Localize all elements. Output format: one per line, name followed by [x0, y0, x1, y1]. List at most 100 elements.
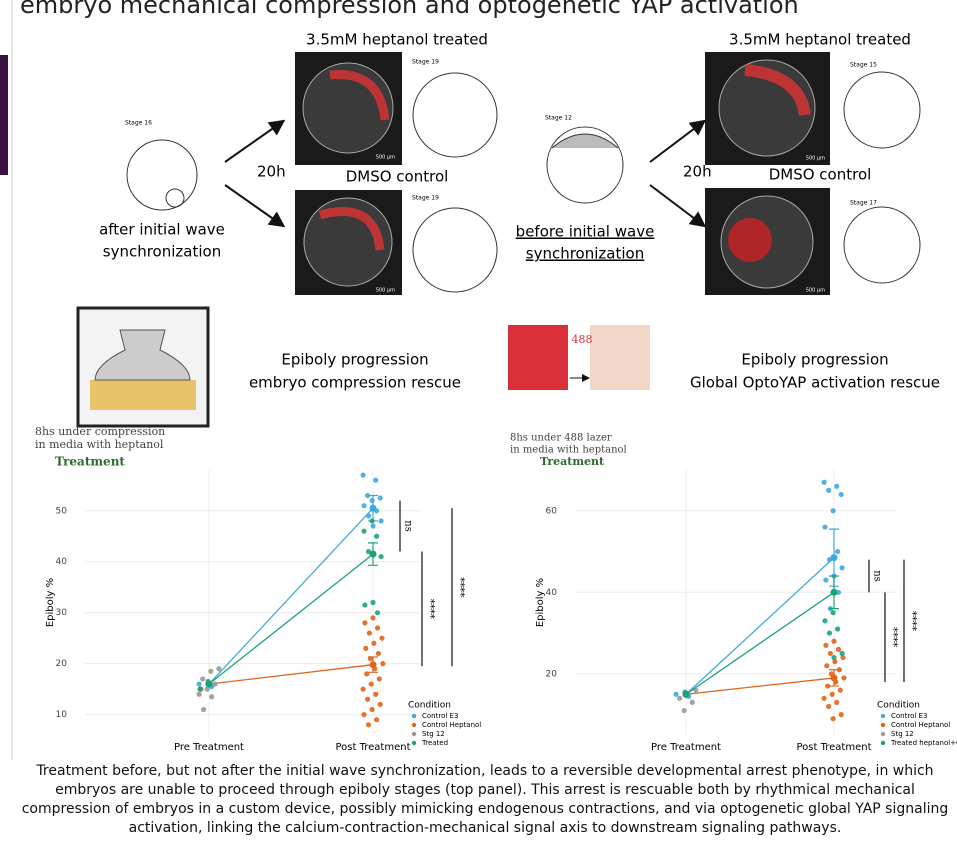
treatment-label: Treatment: [55, 455, 125, 469]
legend-title: Condition: [877, 701, 920, 711]
legend-label: Control E3: [891, 712, 927, 720]
legend-label: Treated heptanol+Op: [890, 739, 957, 747]
data-point: [370, 615, 375, 620]
data-point: [677, 696, 682, 701]
page: {"title":"embryo mechanical compression …: [0, 0, 957, 849]
legend-marker: [881, 714, 885, 718]
treatment-label: Treatment: [540, 455, 605, 468]
embryo-drawing: [844, 72, 920, 148]
data-point: [361, 472, 366, 477]
data-point: [362, 602, 367, 607]
embryo-drawing: [166, 189, 184, 207]
legend-marker: [881, 741, 885, 745]
data-point: [823, 577, 828, 582]
data-point: [831, 716, 836, 721]
mean-line: [686, 678, 834, 694]
arrow: [225, 185, 282, 225]
data-point: [365, 697, 370, 702]
data-point: [831, 610, 836, 615]
y-tick-label: 10: [56, 710, 68, 720]
data-point: [835, 626, 840, 631]
data-point: [363, 646, 368, 651]
data-point: [824, 663, 829, 668]
data-point: [828, 651, 833, 656]
y-tick-label: 40: [546, 588, 558, 598]
significance-label: ns: [872, 570, 883, 582]
data-point: [379, 636, 384, 641]
legend-marker: [412, 741, 416, 745]
y-tick-label: 40: [56, 557, 68, 567]
legend-marker: [881, 723, 885, 727]
mean-line: [209, 554, 373, 684]
control-label: DMSO control: [346, 168, 449, 186]
data-point: [822, 618, 827, 623]
rescue-title: embryo compression rescue: [249, 374, 461, 392]
y-tick-label: 60: [546, 506, 558, 516]
scale-bar: 500 µm: [806, 288, 825, 294]
data-point: [834, 700, 839, 705]
chart: 1020304050Epiboly %Pre TreatmentPost Tre…: [45, 470, 481, 753]
data-point: [377, 676, 382, 681]
data-point: [370, 518, 375, 523]
rescue-title: Epiboly progression: [281, 351, 428, 369]
condition-label: after initial wave: [99, 221, 225, 239]
embryo-drawing: [413, 208, 497, 292]
significance-label: ns: [403, 520, 414, 532]
data-point: [200, 676, 205, 681]
data-point: [373, 478, 378, 483]
stage-label: Stage 15: [850, 62, 877, 69]
data-point: [369, 681, 374, 686]
data-point: [361, 529, 366, 534]
data-point: [379, 554, 384, 559]
mean-line: [209, 508, 373, 684]
embryo-drawing: [552, 134, 618, 148]
data-point: [379, 518, 384, 523]
x-tick-label: Pre Treatment: [651, 742, 721, 753]
scale-bar: 500 µm: [806, 156, 825, 162]
data-point: [836, 647, 841, 652]
stage-label: Stage 19: [412, 59, 439, 66]
data-point: [213, 681, 218, 686]
protocol-note: in media with heptanol: [35, 438, 164, 451]
control-label: DMSO control: [769, 166, 872, 184]
mean-point: [683, 691, 690, 698]
data-point: [380, 661, 385, 666]
data-point: [367, 630, 372, 635]
treated-label: 3.5mM heptanol treated: [729, 31, 911, 49]
protocol-note: 8hs under 488 lazer: [510, 433, 612, 444]
mean-line: [686, 592, 834, 694]
data-point: [690, 700, 695, 705]
data-point: [209, 694, 214, 699]
rescue-title: Global OptoYAP activation rescue: [690, 374, 940, 392]
device-chamber: [90, 380, 196, 410]
condition-label: before initial wave: [516, 223, 655, 241]
data-point: [831, 655, 836, 660]
legend-label: Control Heptanol: [422, 721, 481, 729]
data-point: [822, 524, 827, 529]
data-point: [378, 495, 383, 500]
data-point: [370, 600, 375, 605]
data-point: [682, 708, 687, 713]
cells-image: [590, 325, 650, 390]
rescue-b: 488 Epiboly progression Global OptoYAP a…: [508, 325, 940, 468]
legend-label: Stg 12: [422, 730, 445, 738]
stage-label: Stage 17: [850, 200, 877, 207]
arrow: [650, 185, 703, 225]
caption: Treatment before, but not after the init…: [20, 762, 950, 838]
stage-label: Stage 19: [412, 195, 439, 202]
data-point: [822, 480, 827, 485]
embryo-drawing: [413, 73, 497, 157]
y-tick-label: 20: [56, 659, 68, 669]
data-point: [831, 639, 836, 644]
legend-marker: [412, 732, 416, 736]
data-point: [375, 625, 380, 630]
figure: embryo mechanical compression and optoge…: [0, 0, 957, 760]
scale-bar: 500 µm: [376, 155, 395, 161]
rescue-a: Epiboly progression embryo compression r…: [35, 308, 461, 469]
y-axis-label: Epiboly %: [535, 578, 546, 627]
data-point: [376, 651, 381, 656]
data-point: [841, 675, 846, 680]
legend-label: Control Heptanol: [891, 721, 950, 729]
data-point: [361, 712, 366, 717]
